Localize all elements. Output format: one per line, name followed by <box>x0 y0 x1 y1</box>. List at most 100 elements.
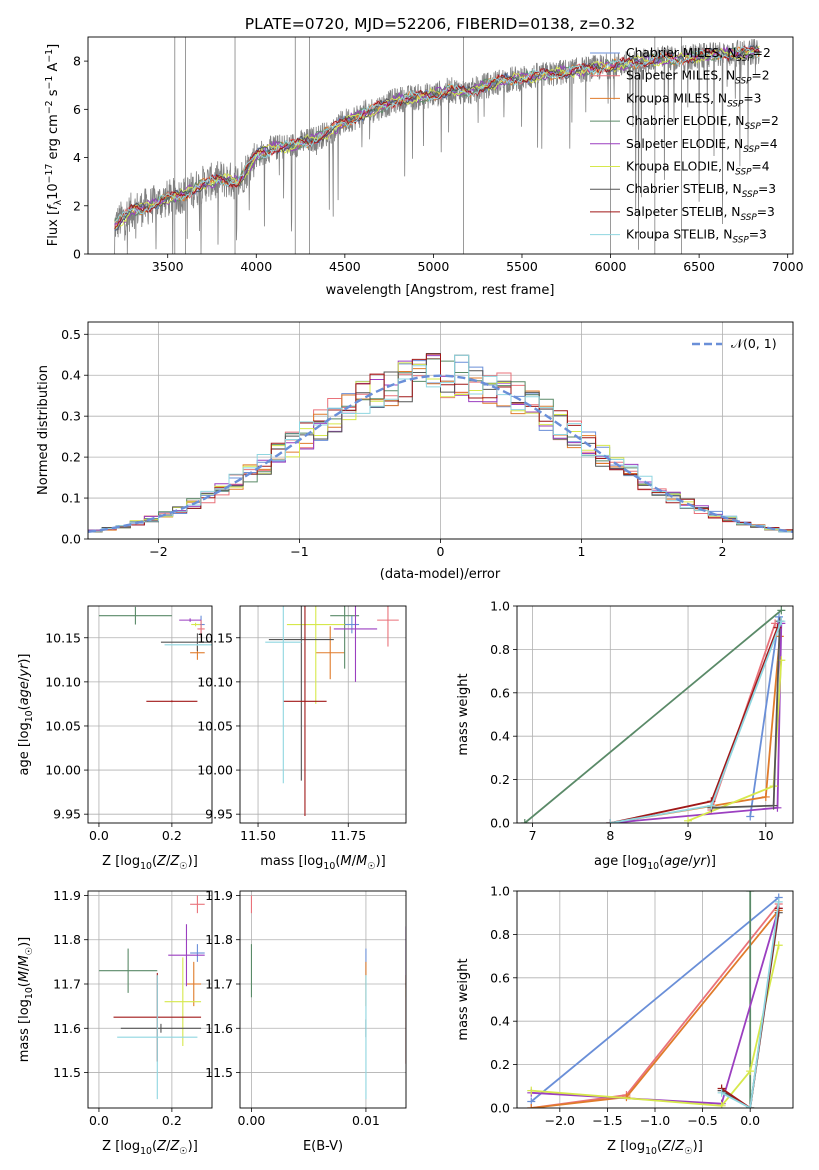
weight-line-salpeter-stelib <box>610 627 779 823</box>
y-tick-label: 10.05 <box>197 718 233 733</box>
y-tick-label: 0.0 <box>490 816 510 831</box>
y-tick-label: 11.8 <box>205 932 233 947</box>
y-tick-label: 11.9 <box>53 888 81 903</box>
errorbar-point-kroupa-stelib <box>265 606 302 784</box>
errorbar-point-salpeter-miles <box>190 895 205 914</box>
errorbar-point-chabrier-miles <box>190 944 205 962</box>
y-tick-label: 0.4 <box>490 729 510 744</box>
errorbar-point-chabrier-stelib <box>120 1023 202 1033</box>
errorbar-point-kroupa-miles <box>315 626 345 680</box>
grid <box>517 605 793 824</box>
axes-border <box>239 605 407 824</box>
errorbar-point-salpeter-stelib <box>283 606 327 816</box>
weight-marker <box>746 891 755 895</box>
legend-label: 𝒩(0, 1) <box>731 336 777 351</box>
y-axis-label: mass weight <box>456 673 471 755</box>
errorbar-point-chabrier-miles <box>344 615 360 634</box>
y-tick-label: 10.15 <box>45 630 81 645</box>
weight-marker <box>774 897 783 906</box>
x-tick-label: 0.2 <box>162 1113 182 1128</box>
errorbar-point-salpeter-miles <box>197 620 205 638</box>
x-tick-label: −2 <box>149 544 167 559</box>
x-tick-label: 0.0 <box>89 828 109 843</box>
axes-border <box>87 321 794 540</box>
weight-marker <box>777 606 786 615</box>
errorbar-point-kroupa-miles <box>186 961 202 1007</box>
x-axis-label: wavelength [Angstrom, rest frame] <box>326 283 555 298</box>
errorbar-point-salpeter-elodie <box>333 606 378 682</box>
plot-area <box>114 37 760 254</box>
axes-frame: 7 8 9 10 0.0 0.2 0.4 0.6 0.8 1.0 age [log10(age/yr… <box>456 599 794 872</box>
figure-title: PLATE=0720, MJD=52206, FIBERID=0138, z=0… <box>245 15 635 33</box>
weight-line-chabrier-miles <box>749 616 780 817</box>
errorbar-point-salpeter-elodie <box>168 924 205 987</box>
spectrum-legend: Chabrier MILES, NSSP=2 Salpeter MILES, NS… <box>590 46 779 246</box>
y-tick-label: 11.6 <box>205 1021 233 1036</box>
weight-marker <box>717 1101 726 1108</box>
weight-line-kroupa-stelib <box>721 901 780 1108</box>
y-axis-label: mass weight <box>456 958 471 1040</box>
axes-frame: 3500 4000 4500 5000 5500 6000 6500 7000 0 2 4 6 8 Cha… <box>44 36 804 298</box>
y-axis-label: Flux [fλ10−17 erg cm−2 s−1 A−1] <box>44 44 64 246</box>
y-tick-label: 11.7 <box>205 977 233 992</box>
grid <box>88 606 212 823</box>
x-tick-label: 5000 <box>418 259 450 274</box>
mass-weight-vs-age-panel: 7 8 9 10 0.0 0.2 0.4 0.6 0.8 1.0 age [log10(age/yr… <box>456 599 794 872</box>
age-vs-mass-panel: 11.50 11.75 9.95 10.00 10.05 10.10 10.15 mass [… <box>197 605 407 872</box>
mass-weight-vs-metallicity-panel: −2.0 −1.5 −1.0 −0.5 0.0 0.0 0.2 0.4 0.6 0.8 1.0 Z [… <box>456 884 794 1157</box>
x-tick-label: 6000 <box>595 259 627 274</box>
x-axis-label: Z [log10(Z/Z☉)] <box>102 854 198 872</box>
errorbar-point-kroupa-stelib <box>164 643 212 646</box>
x-tick-label: 11.75 <box>330 828 366 843</box>
axes-border <box>516 605 794 824</box>
y-tick-label: 4 <box>73 150 81 165</box>
y-tick-label: 0.6 <box>490 970 510 985</box>
y-tick-label: 8 <box>73 54 81 69</box>
y-axis-label: mass [log10(M/M☉)] <box>17 937 35 1063</box>
y-tick-label: 11.8 <box>53 932 81 947</box>
model-line-kroupa-stelib <box>114 46 760 223</box>
x-tick-label: 0.0 <box>89 1113 109 1128</box>
weight-marker <box>684 816 693 823</box>
x-tick-label: 2 <box>719 544 727 559</box>
y-tick-label: 11.7 <box>53 977 81 992</box>
axes-frame: −2.0 −1.5 −1.0 −0.5 0.0 0.0 0.2 0.4 0.6 0.8 1.0 Z [… <box>456 884 794 1157</box>
errorbar-point-kroupa-stelib <box>117 975 198 1100</box>
x-tick-label: 1 <box>578 544 586 559</box>
y-tick-label: 10.10 <box>45 674 81 689</box>
x-tick-label: 0.00 <box>238 1113 266 1128</box>
x-tick-label: −2.0 <box>545 1113 575 1128</box>
weight-marker <box>746 812 755 821</box>
model-line-chabrier-stelib <box>114 44 760 231</box>
axes-border <box>87 605 213 824</box>
y-tick-label: 0.2 <box>61 450 81 465</box>
y-tick-label: 0.5 <box>61 327 81 342</box>
weight-marker <box>773 803 782 812</box>
x-tick-label: 11.50 <box>240 828 276 843</box>
x-axis-label: age [log10(age/yr)] <box>594 854 716 872</box>
grid <box>240 606 406 823</box>
y-tick-label: 0.4 <box>61 368 81 383</box>
x-tick-label: 0.2 <box>162 828 182 843</box>
weight-line-chabrier-miles <box>530 896 780 1103</box>
mass-vs-metallicity-panel: 0.0 0.2 11.5 11.6 11.7 11.8 11.9 Z [log10(Z/Z☉)… <box>17 888 213 1157</box>
histogram-legend: 𝒩(0, 1) <box>692 336 777 351</box>
weight-marker <box>520 819 529 823</box>
weight-marker <box>606 819 615 823</box>
legend-label: Kroupa STELIB, NSSP=3 <box>626 228 767 246</box>
axes-border <box>239 890 407 1109</box>
errorbar-point-kroupa-elodie <box>286 606 345 704</box>
x-axis-label: Z [log10(Z/Z☉)] <box>102 1139 198 1157</box>
weight-line-chabrier-elodie <box>524 609 782 823</box>
legend-label: Kroupa ELODIE, NSSP=4 <box>626 160 770 178</box>
plot-area <box>88 353 793 533</box>
y-tick-label: 0 <box>73 247 81 262</box>
x-tick-label: 4500 <box>329 259 361 274</box>
errorbar-point-kroupa-elodie <box>164 957 202 1046</box>
y-tick-label: 10.10 <box>197 674 233 689</box>
y-tick-label: 0.0 <box>61 532 81 547</box>
plot-area <box>250 895 406 1100</box>
model-line-salpeter-stelib <box>114 46 760 230</box>
x-tick-label: 4000 <box>240 259 272 274</box>
